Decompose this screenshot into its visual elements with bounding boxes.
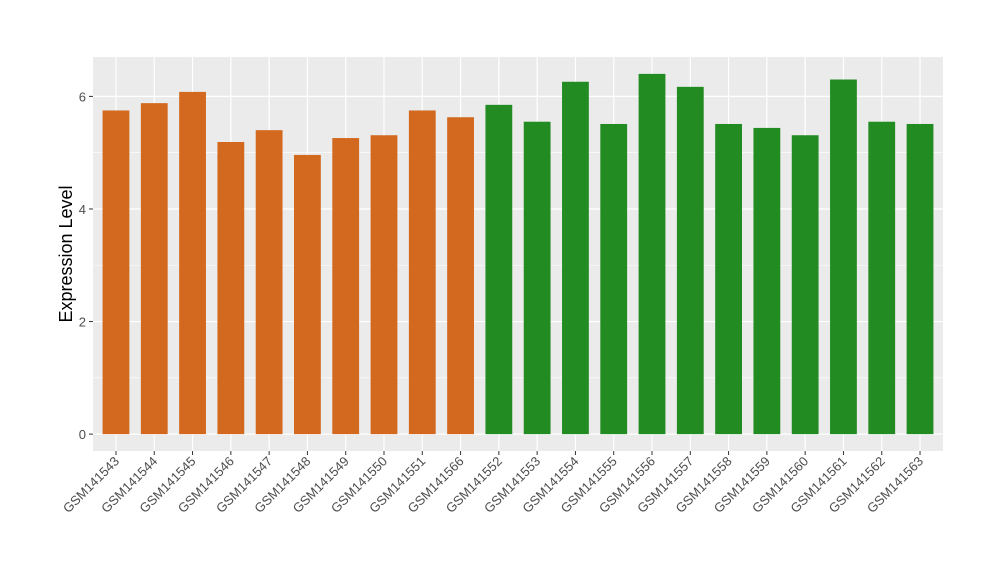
bar-GSM141566	[447, 117, 474, 435]
y-tick-label: 0	[79, 427, 86, 442]
bar-GSM141544	[140, 103, 168, 435]
bar-GSM141552	[485, 104, 513, 435]
bars	[102, 73, 934, 435]
bar-GSM141554	[562, 81, 589, 435]
bar-GSM141551	[408, 110, 436, 435]
bar-GSM141559	[753, 127, 781, 435]
y-tick-label: 4	[79, 202, 86, 217]
bar-GSM141555	[600, 123, 628, 435]
bar-GSM141556	[638, 73, 666, 435]
bar-GSM141548	[294, 154, 321, 435]
y-tick-label: 6	[79, 89, 86, 104]
bar-GSM141550	[370, 135, 398, 435]
x-axis-ticks: GSM141543GSM141544GSM141545GSM141546GSM1…	[60, 451, 926, 516]
bar-GSM141543	[102, 110, 130, 435]
bar-GSM141560	[791, 135, 819, 435]
bar-GSM141557	[676, 86, 704, 435]
bar-GSM141546	[217, 141, 245, 435]
bar-GSM141562	[868, 121, 896, 435]
bar-GSM141558	[715, 123, 742, 435]
bar-GSM141547	[255, 130, 283, 435]
y-axis-title: Expression Level	[56, 185, 76, 322]
bar-GSM141545	[179, 91, 206, 435]
bar-GSM141553	[523, 121, 551, 435]
y-axis-ticks: 0 2 4 6	[79, 89, 93, 442]
bar-GSM141561	[830, 79, 857, 435]
y-tick-label: 2	[79, 315, 86, 330]
bar-GSM141563	[906, 123, 934, 435]
bar-GSM141549	[332, 138, 360, 435]
